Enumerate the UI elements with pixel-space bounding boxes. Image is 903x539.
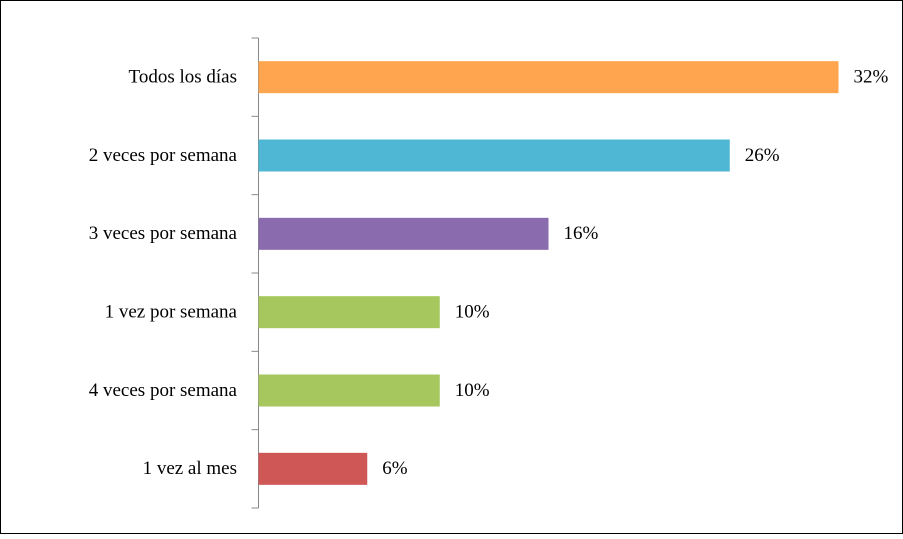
category-label: Todos los días	[129, 67, 237, 88]
bar	[258, 61, 839, 94]
category-label: 1 vez por semana	[105, 302, 238, 323]
category-label: 4 veces por semana	[89, 380, 238, 401]
bar	[258, 217, 549, 250]
bar	[258, 139, 730, 172]
value-label: 16%	[564, 223, 599, 244]
bar	[258, 296, 440, 329]
bar	[258, 374, 440, 407]
bar	[258, 452, 368, 485]
value-label: 10%	[455, 302, 490, 323]
category-label: 2 veces por semana	[89, 145, 238, 166]
value-label: 6%	[382, 458, 408, 479]
category-label: 1 vez al mes	[143, 458, 237, 479]
value-label: 32%	[854, 67, 889, 88]
value-label: 10%	[455, 380, 490, 401]
value-label: 26%	[745, 145, 780, 166]
category-label: 3 veces por semana	[89, 223, 238, 244]
